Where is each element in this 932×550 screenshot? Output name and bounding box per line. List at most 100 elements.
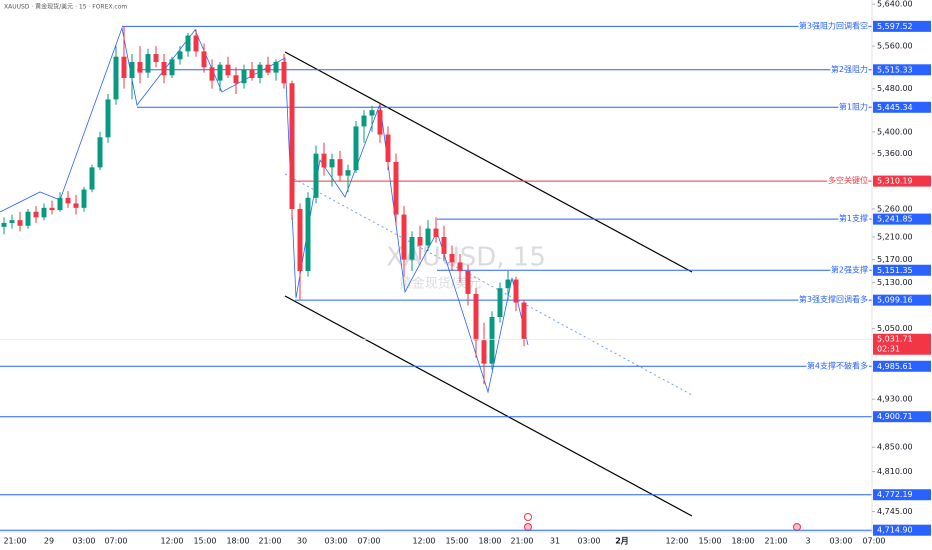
level-price-box [873, 213, 931, 225]
candle-body [337, 159, 343, 176]
candle-body [249, 69, 255, 78]
chart-title: XAUUSD · 黄金现货/美元 · 15 · FOREX.com [4, 3, 127, 11]
candle-body [137, 61, 143, 73]
x-tick-label: 03:00 [72, 537, 95, 546]
y-tick-label: 5,400.00 [877, 127, 913, 136]
candle-body [161, 61, 167, 76]
level-price-label: 5,151.35 [877, 266, 913, 275]
event-icon [524, 523, 532, 531]
candle-body [209, 67, 215, 81]
level-price-box [873, 294, 931, 306]
x-tick-label: 21:00 [764, 537, 787, 546]
level-price-box [873, 20, 931, 32]
x-tick-label: 21:00 [258, 537, 281, 546]
candle-body [17, 220, 23, 226]
channel-mid [284, 173, 693, 396]
x-tick-label: 21:00 [510, 537, 533, 546]
y-tick-label: 4,850.00 [877, 443, 913, 452]
candle-body [273, 61, 279, 73]
candle-body [457, 262, 463, 272]
candle-body [393, 161, 399, 215]
candle-body [185, 35, 191, 52]
channel-lower [284, 295, 693, 517]
level-label: 第2强支撑 [831, 264, 868, 274]
x-tick-label: 12:00 [665, 537, 688, 546]
candle-body [241, 69, 247, 84]
candle-body [425, 228, 431, 246]
level-price-label: 5,597.52 [877, 22, 913, 31]
candle-body [57, 197, 63, 211]
candle-body [121, 56, 127, 78]
candle-body [505, 279, 511, 289]
candle-body [297, 208, 303, 272]
candle-body [497, 288, 503, 317]
x-tick-label: 07:00 [862, 537, 885, 546]
candle-body [105, 99, 111, 138]
candle-body [265, 64, 271, 73]
level-label: 第4支撑不破看多 [807, 360, 868, 370]
x-tick-label: 12:00 [412, 537, 435, 546]
last-price-label: 5,031.71 [877, 335, 913, 344]
candle-body [65, 197, 71, 204]
level-price-label: 4,714.90 [877, 526, 913, 535]
y-tick-label: 5,260.00 [877, 204, 913, 213]
candle-body [145, 54, 151, 73]
level-price-box [873, 264, 931, 276]
candle-body [33, 211, 39, 218]
x-tick-label: 03:00 [324, 537, 347, 546]
candle-body [353, 126, 359, 171]
last-price-box [873, 333, 931, 355]
x-tick-label: 03:00 [829, 537, 852, 546]
candle-body [449, 253, 455, 263]
level-price-box [873, 175, 931, 187]
candle-body [217, 64, 223, 81]
y-tick-label: 4,810.00 [877, 467, 913, 476]
x-tick-label: 21:00 [3, 537, 26, 546]
level-label: 多空关键位 [828, 175, 868, 185]
candle-body [489, 316, 495, 364]
candle-body [41, 207, 47, 218]
level-price-box [873, 101, 931, 113]
candle-body [433, 228, 439, 238]
level-price-label: 4,772.19 [877, 490, 913, 499]
candle-body [377, 110, 383, 135]
candle-body [521, 302, 527, 340]
event-icon [793, 523, 801, 531]
x-tick-label: 18:00 [478, 537, 501, 546]
candle-body [177, 51, 183, 60]
candle-body [49, 207, 55, 211]
channel-upper [284, 51, 693, 273]
candle-body [281, 61, 287, 84]
y-tick-label: 5,050.00 [877, 324, 913, 333]
x-tick-label: 15:00 [698, 537, 721, 546]
x-tick-label: 30 [297, 537, 307, 546]
candle-body [81, 189, 87, 208]
candle-body [345, 170, 351, 176]
candle-body [153, 54, 159, 62]
level-price-box [873, 64, 931, 76]
candle-body [129, 61, 135, 78]
candle-body [441, 237, 447, 254]
candle-body [313, 153, 319, 198]
y-tick-label: 5,640.00 [877, 0, 913, 9]
y-tick-label: 5,130.00 [877, 278, 913, 287]
x-tick-label: 15:00 [193, 537, 216, 546]
candle-body [385, 134, 391, 162]
level-price-box [873, 489, 931, 501]
x-tick-label: 2月 [615, 537, 629, 546]
candle-body [369, 110, 375, 116]
candle-body [9, 220, 15, 223]
x-tick-label: 29 [44, 537, 54, 546]
y-tick-label: 5,360.00 [877, 149, 913, 158]
level-price-label: 5,445.34 [877, 103, 913, 112]
level-price-box [873, 360, 931, 372]
candle-body [473, 293, 479, 341]
candle-body [113, 56, 119, 100]
x-tick-label: 07:00 [357, 537, 380, 546]
candle-body [289, 83, 295, 209]
countdown: 02:31 [877, 345, 900, 354]
candle-body [417, 237, 423, 246]
x-tick-label: 3 [805, 537, 810, 546]
level-label: 第1支撑 [839, 213, 868, 223]
x-tick-label: 31 [550, 537, 560, 546]
